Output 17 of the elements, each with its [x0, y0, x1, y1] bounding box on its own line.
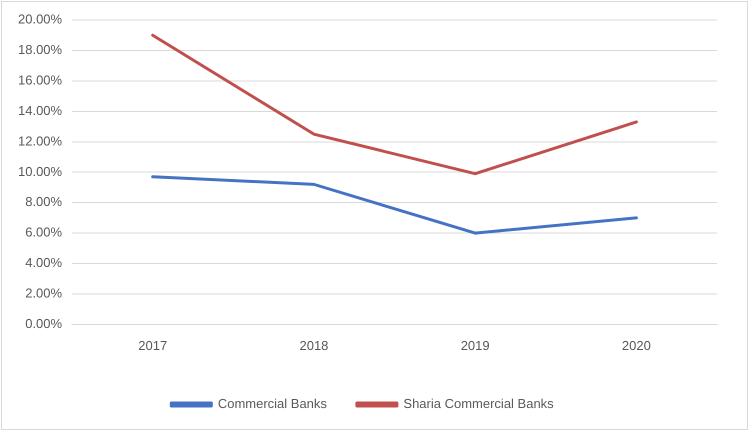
y-tick-label: 20.00% [18, 12, 63, 27]
legend-label: Commercial Banks [218, 396, 328, 412]
y-tick-label: 2.00% [25, 286, 63, 301]
x-tick-label: 2019 [460, 338, 490, 353]
y-tick-label: 12.00% [18, 133, 63, 148]
y-tick-label: 10.00% [18, 164, 63, 179]
x-tick-label: 2018 [299, 338, 328, 353]
y-tick-label: 0.00% [25, 316, 63, 331]
y-tick-label: 6.00% [25, 224, 63, 240]
y-tick-label: 4.00% [25, 255, 63, 270]
legend-label: Sharia Commercial Banks [403, 396, 554, 412]
y-tick-label: 18.00% [18, 42, 63, 58]
y-tick-label: 16.00% [18, 72, 63, 88]
x-tick-label: 2017 [138, 338, 168, 353]
x-tick-label: 2020 [622, 338, 651, 353]
y-tick-label: 14.00% [18, 102, 63, 118]
y-tick-label: 8.00% [25, 194, 63, 210]
